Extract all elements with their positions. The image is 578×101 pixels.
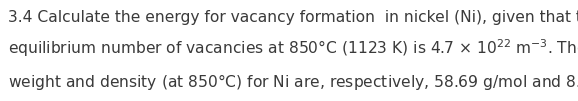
Text: weight and density (at 850°C) for Ni are, respectively, 58.69 g/mol and 8.80 g/c: weight and density (at 850°C) for Ni are… xyxy=(8,71,578,93)
Text: 3.4 Calculate the energy for vacancy formation  in nickel (Ni), given that the: 3.4 Calculate the energy for vacancy for… xyxy=(8,10,578,25)
Text: equilibrium number of vacancies at 850°C (1123 K) is 4.7 × 10$^{22}$ m$^{-3}$. T: equilibrium number of vacancies at 850°C… xyxy=(8,37,578,59)
